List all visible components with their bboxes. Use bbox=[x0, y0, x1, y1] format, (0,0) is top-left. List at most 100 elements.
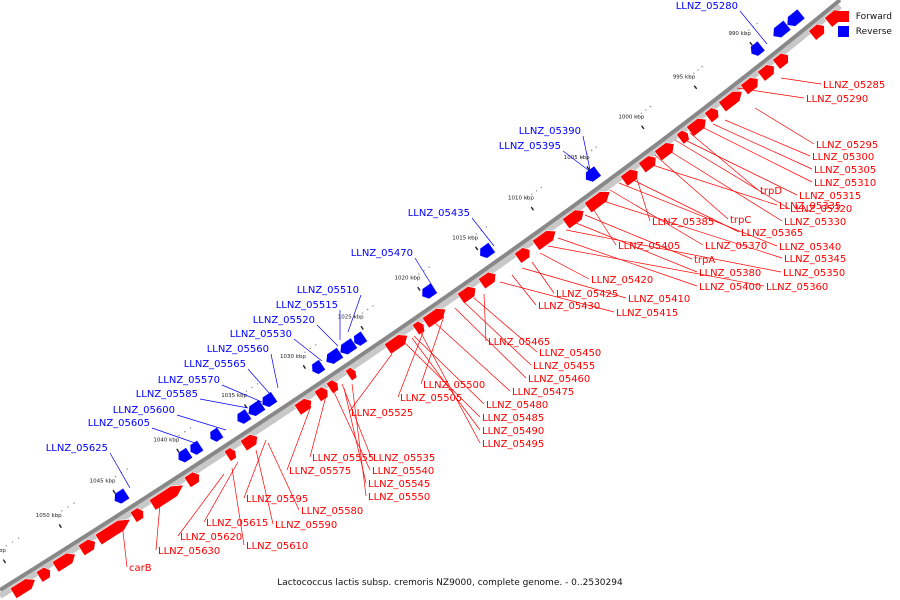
forward-gene-label: LLNZ_05370 bbox=[705, 241, 767, 252]
axis-dot bbox=[361, 312, 364, 314]
forward-label-leader bbox=[155, 503, 161, 551]
reverse-gene bbox=[114, 488, 130, 504]
axis-dot bbox=[108, 479, 111, 482]
axis-dot bbox=[372, 305, 374, 307]
legend-forward: Forward bbox=[837, 9, 892, 24]
forward-gene-outline bbox=[478, 271, 496, 290]
axis-tick bbox=[58, 524, 62, 529]
forward-gene-outline bbox=[313, 386, 329, 402]
axis-tick-label: 1010 kbp bbox=[508, 196, 534, 202]
forward-label-leader bbox=[333, 391, 371, 471]
forward-label-leader bbox=[411, 337, 481, 431]
forward-gene-label: LLNZ_05315 bbox=[799, 191, 861, 202]
reverse-gene-label: LLNZ_05585 bbox=[136, 389, 198, 400]
reverse-gene bbox=[421, 282, 438, 300]
axis-dot bbox=[366, 308, 369, 311]
axis-dot bbox=[540, 186, 542, 189]
reverse-gene-label: LLNZ_05395 bbox=[499, 141, 561, 152]
forward-gene-label: LLNZ_05380 bbox=[699, 268, 761, 279]
forward-gene-label: LLNZ_05320 bbox=[790, 204, 852, 215]
forward-gene-label: LLNZ_05365 bbox=[741, 228, 803, 239]
reverse-label-leader bbox=[414, 257, 437, 293]
axis-tick bbox=[2, 559, 7, 564]
forward-gene-label: LLNZ_05410 bbox=[628, 294, 690, 305]
forward-gene-outline bbox=[383, 334, 408, 355]
forward-gene-label: LLNZ_05295 bbox=[816, 140, 878, 151]
forward-gene-outline bbox=[239, 434, 258, 452]
axis-tick-label: 990 kbp bbox=[728, 31, 751, 37]
forward-label-leader bbox=[547, 245, 765, 287]
forward-gene-outline bbox=[421, 308, 446, 329]
axis-tick-label: 1045 kbp bbox=[90, 479, 116, 485]
forward-gene-outline bbox=[757, 64, 775, 82]
axis-dot bbox=[126, 468, 128, 470]
forward-gene-outline bbox=[808, 23, 825, 41]
axis-dot bbox=[756, 22, 758, 25]
axis-tick-label: 1055 kbp bbox=[0, 548, 6, 554]
forward-gene-label: LLNZ_05305 bbox=[814, 165, 876, 176]
forward-gene-label: LLNZ_05455 bbox=[533, 361, 595, 372]
forward-gene-label: LLNZ_05500 bbox=[423, 380, 485, 391]
axis-tick bbox=[302, 364, 307, 370]
forward-gene-label: LLNZ_05415 bbox=[616, 308, 678, 319]
forward-gene-label: LLNZ_05590 bbox=[275, 520, 337, 531]
forward-gene-label: LLNZ_05465 bbox=[488, 337, 550, 348]
axis-dot bbox=[475, 233, 478, 235]
reverse-label-leader bbox=[247, 368, 271, 395]
forward-gene-label: LLNZ_05550 bbox=[368, 492, 430, 503]
forward-gene-outline bbox=[223, 447, 237, 462]
forward-label-leader bbox=[203, 461, 239, 523]
reverse-gene bbox=[311, 359, 326, 375]
forward-gene-label: LLNZ_05425 bbox=[556, 289, 618, 300]
axis-dot bbox=[470, 236, 473, 239]
forward-gene-label: LLNZ_05430 bbox=[538, 301, 600, 312]
reverse-gene bbox=[786, 8, 806, 27]
axis-dot bbox=[526, 197, 528, 199]
forward-gene-label: trpA bbox=[694, 255, 715, 266]
forward-label-leader bbox=[309, 395, 327, 458]
forward-gene-label: LLNZ_05385 bbox=[652, 217, 714, 228]
reverse-label-leader bbox=[739, 10, 768, 45]
axis-dot bbox=[423, 269, 425, 272]
forward-gene-outline bbox=[35, 566, 51, 583]
forward-label-leader bbox=[499, 281, 615, 313]
forward-label-leader bbox=[754, 107, 815, 145]
forward-label-leader bbox=[473, 297, 538, 353]
forward-label-leader bbox=[177, 473, 225, 537]
axis-tick bbox=[530, 206, 535, 211]
axis-dot bbox=[595, 146, 597, 148]
forward-gene-outline bbox=[51, 552, 76, 573]
reverse-gene-label: LLNZ_05470 bbox=[351, 248, 413, 259]
forward-gene-label: LLNZ_05615 bbox=[206, 518, 268, 529]
axis-dot bbox=[0, 549, 1, 551]
forward-gene-outline bbox=[704, 107, 719, 123]
forward-gene-label: trpD bbox=[760, 186, 782, 197]
reverse-gene bbox=[178, 447, 193, 463]
axis-dot bbox=[701, 66, 703, 68]
forward-gene-label: LLNZ_05535 bbox=[373, 453, 435, 464]
axis-dot bbox=[61, 510, 63, 512]
forward-gene-label: LLNZ_05450 bbox=[539, 348, 601, 359]
axis-dot bbox=[428, 266, 430, 268]
forward-gene-label: LLNZ_05340 bbox=[779, 242, 841, 253]
forward-label-leader bbox=[724, 119, 811, 157]
forward-label-leader bbox=[286, 405, 312, 471]
axis-tick bbox=[586, 166, 590, 171]
axis-dot bbox=[251, 386, 253, 389]
axis-dot bbox=[591, 149, 593, 152]
axis-tick bbox=[112, 489, 116, 494]
forward-label-leader bbox=[654, 154, 729, 220]
forward-label-leader bbox=[121, 522, 128, 568]
forward-gene-outline bbox=[532, 230, 557, 251]
forward-gene-outline bbox=[411, 320, 425, 336]
axis-tick-label: 1025 kbp bbox=[338, 315, 364, 321]
reverse-gene bbox=[479, 242, 496, 259]
forward-gene-label: LLNZ_05525 bbox=[351, 408, 413, 419]
forward-gene-outline bbox=[686, 118, 707, 137]
axis-dot bbox=[535, 190, 538, 192]
axis-dot bbox=[304, 351, 306, 353]
forward-gene-label: LLNZ_05300 bbox=[812, 152, 874, 163]
forward-label-leader bbox=[712, 123, 813, 170]
axis-tick bbox=[693, 85, 698, 90]
